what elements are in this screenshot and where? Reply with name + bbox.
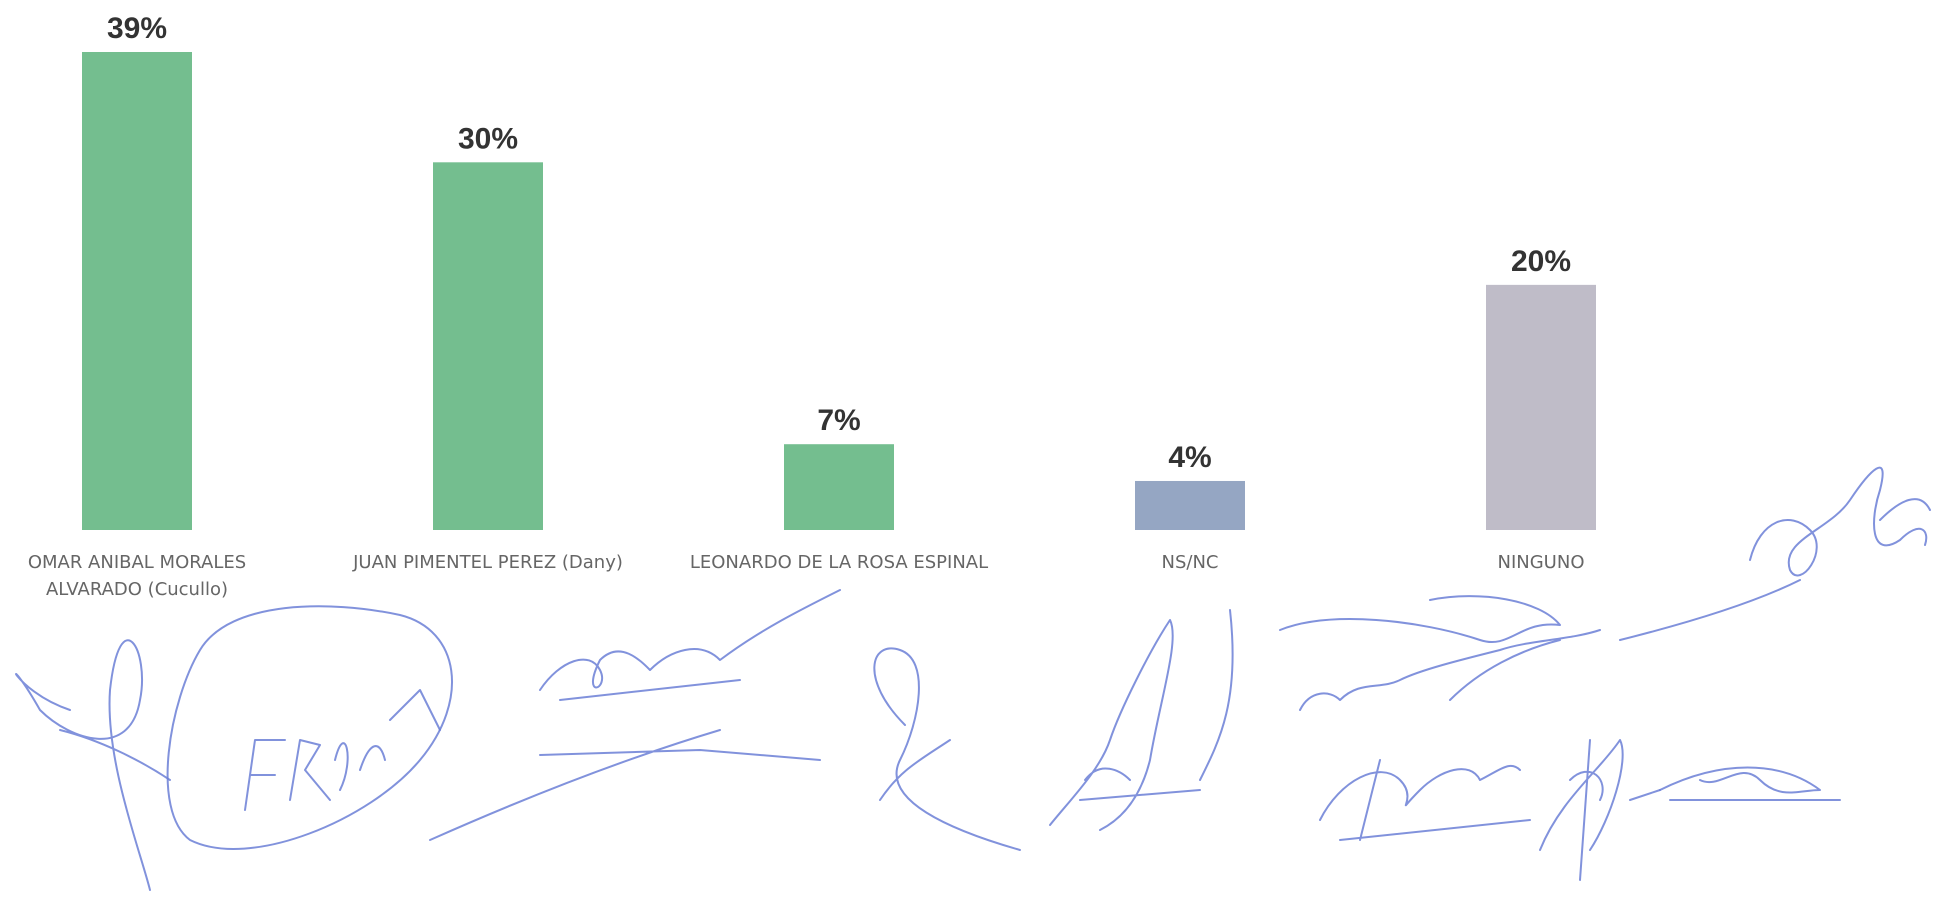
signature-6: [1279, 595, 1601, 711]
value-label-1: 39%: [107, 12, 167, 45]
signature-2-text: [244, 689, 441, 811]
value-label-4: 4%: [1168, 441, 1211, 474]
category-label-5: NINGUNO: [1498, 552, 1585, 573]
category-label-1-line-1: OMAR ANIBAL MORALES: [28, 552, 246, 573]
signature-9: [1659, 766, 1841, 801]
category-label-2: JUAN PIMENTEL PEREZ (Dany): [352, 552, 623, 573]
category-labels-group: OMAR ANIBAL MORALES ALVARADO (Cucullo) JUA…: [28, 552, 1585, 600]
value-label-3: 7%: [817, 404, 860, 437]
signature-5: [1049, 609, 1234, 831]
signature-4: [873, 647, 1021, 851]
signature-8: [1539, 739, 1661, 881]
signatures-group: [15, 466, 1931, 891]
bar-4: [1135, 480, 1245, 530]
category-label-3: LEONARDO DE LA ROSA ESPINAL: [690, 552, 988, 573]
value-labels-group: 39% 30% 7% 4% 20%: [107, 12, 1571, 474]
signature-10: [1619, 466, 1931, 641]
signature-7: [1319, 759, 1531, 841]
category-label-1-line-2: ALVARADO (Cucullo): [46, 579, 228, 600]
bar-5: [1486, 284, 1596, 530]
bar-2: [433, 162, 543, 531]
signature-1: [15, 639, 171, 891]
signature-2: [166, 605, 453, 850]
bars-group: [82, 52, 1596, 531]
category-label-4: NS/NC: [1162, 552, 1219, 573]
bar-3: [784, 444, 894, 530]
value-label-5: 20%: [1511, 245, 1571, 278]
signature-3: [429, 589, 841, 841]
value-label-2: 30%: [458, 122, 518, 155]
bar-1: [82, 52, 192, 530]
